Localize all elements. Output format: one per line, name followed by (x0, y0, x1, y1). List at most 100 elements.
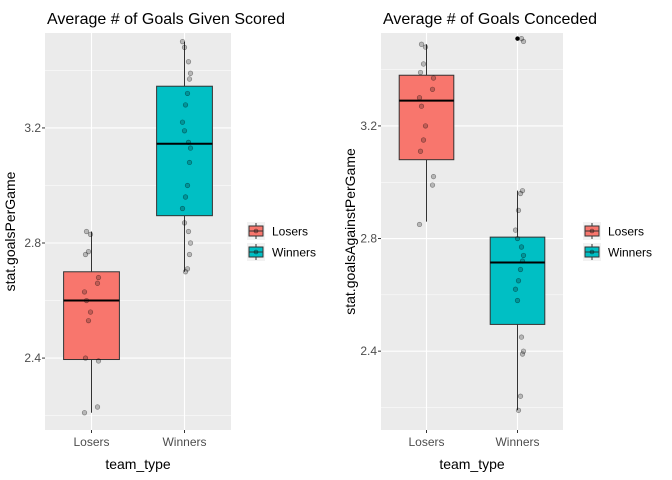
legend-key-winners (247, 243, 265, 261)
data-point (181, 220, 188, 226)
chart-2: 2.4 2.8 3.2 Losers Winners Average # of Goals… (342, 11, 652, 472)
box-losers (63, 231, 120, 413)
legend-key-losers (247, 222, 265, 240)
data-point (420, 137, 427, 143)
data-point (520, 348, 527, 354)
data-point (429, 86, 436, 92)
data-point (179, 205, 186, 212)
chart-title: Average # of Goals Given Scored (47, 11, 285, 28)
data-point (185, 139, 192, 145)
legend-key-point (253, 249, 259, 255)
data-point (519, 351, 526, 357)
y-tick-label: 2.8 (24, 236, 41, 250)
data-point (519, 188, 526, 194)
data-point (416, 95, 423, 101)
data-point (179, 39, 186, 45)
legend-key-losers (583, 222, 601, 240)
data-point (416, 221, 423, 228)
data-point (184, 182, 191, 189)
y-tick-label: 2.4 (360, 344, 377, 358)
data-point (515, 407, 522, 413)
data-point (422, 123, 429, 129)
legend-label-winners: Winners (608, 246, 652, 260)
data-point (87, 309, 94, 315)
box-body (156, 85, 213, 217)
data-point (422, 44, 429, 50)
data-point (514, 297, 521, 304)
data-point (82, 251, 89, 258)
data-point (187, 145, 194, 151)
data-point (95, 358, 102, 364)
x-axis-title: team_type (439, 456, 505, 472)
chart-1: 2.4 2.8 3.2 Losers Winners Average # of Goals… (2, 11, 316, 472)
data-point (186, 76, 193, 82)
data-point (182, 194, 189, 200)
box-body (398, 74, 455, 161)
data-point (512, 227, 519, 233)
box-losers (398, 44, 455, 222)
box-winners (156, 41, 213, 272)
data-point (520, 252, 527, 259)
data-point (517, 266, 524, 273)
data-point (85, 318, 92, 324)
data-point (87, 231, 94, 237)
legend: Losers Winners (247, 222, 316, 261)
data-point (83, 228, 90, 235)
data-point (82, 355, 89, 361)
data-point (181, 128, 188, 134)
data-point (418, 103, 425, 109)
y-tick-label: 2.4 (24, 351, 41, 365)
data-point (417, 69, 424, 76)
data-point (417, 148, 424, 154)
data-point (430, 173, 437, 180)
data-point (185, 228, 192, 235)
data-point (187, 70, 194, 76)
data-point (418, 41, 425, 47)
data-point (181, 44, 188, 50)
data-point (515, 207, 522, 213)
charts-layer: 2.4 2.8 3.2 Losers Winners Average # of Goals… (2, 11, 652, 472)
legend-label-losers: Losers (608, 225, 644, 239)
data-point (519, 258, 526, 264)
data-point (518, 334, 525, 340)
data-point (518, 244, 525, 250)
box-winners (489, 190, 546, 411)
legend-key-winners (583, 243, 601, 261)
x-tick-label: Losers (73, 435, 109, 449)
data-point (186, 159, 193, 166)
legend-label-winners: Winners (272, 246, 316, 260)
data-point (83, 297, 90, 304)
data-point (517, 190, 524, 197)
y-tick-label: 3.2 (360, 119, 377, 133)
data-point (515, 278, 522, 284)
x-tick-label: Winners (495, 435, 539, 449)
y-axis-title: stat.goalsAgainstPerGame (342, 148, 358, 315)
x-tick-label: Losers (408, 435, 444, 449)
y-axis-title: stat.goalsPerGame (2, 171, 18, 291)
data-point (184, 266, 191, 272)
box-body (63, 271, 120, 361)
data-point (517, 393, 524, 399)
box-body (489, 236, 546, 325)
data-point (184, 90, 191, 97)
y-tick-label: 3.2 (24, 121, 41, 135)
legend-key-point (589, 228, 595, 234)
legend-label-losers: Losers (272, 225, 308, 239)
x-axis-title: team_type (105, 456, 171, 472)
data-point (182, 269, 189, 275)
data-point (420, 61, 427, 67)
data-point (81, 289, 88, 295)
outlier-point (515, 36, 520, 41)
data-point (186, 251, 193, 258)
legend-key-point (253, 228, 259, 234)
data-point (185, 59, 192, 65)
data-point (520, 38, 527, 45)
data-point (85, 249, 92, 255)
data-point (182, 102, 189, 108)
chart-title: Average # of Goals Conceded (383, 11, 597, 28)
legend: Losers Winners (583, 222, 652, 261)
data-point (518, 36, 525, 42)
data-point (514, 235, 521, 242)
data-point (430, 75, 437, 81)
